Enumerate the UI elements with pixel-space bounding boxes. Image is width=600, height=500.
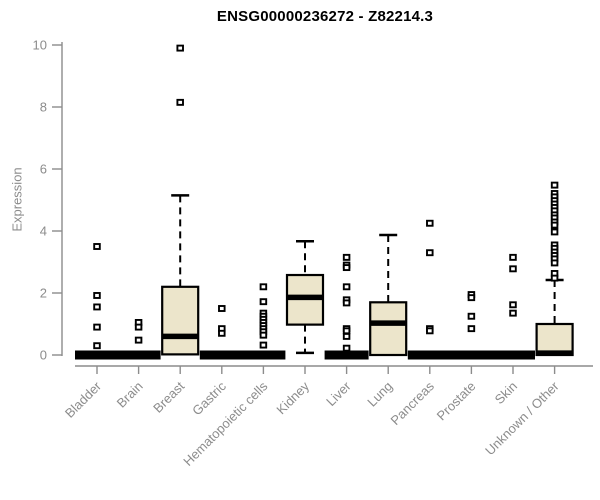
box-bladder [75, 350, 119, 360]
outlier-point-brain [134, 336, 143, 344]
box-unknown-other [535, 322, 574, 357]
x-tick-label-skin: Skin [492, 379, 520, 407]
y-tick-label-4: 4 [40, 224, 47, 239]
outlier-point-bladder [93, 323, 101, 331]
box-skin [491, 350, 535, 360]
box-brain [116, 350, 161, 360]
x-tick-label-prostate: Prostate [434, 379, 479, 424]
outlier-point-gastric [218, 305, 226, 312]
x-tick-label-breast: Breast [150, 378, 187, 415]
outlier-point-liver [342, 344, 351, 352]
chart-title: ENSG00000236272 - Z82214.3 [216, 8, 434, 25]
box-breast [161, 285, 200, 356]
box-hematopoietic-cells [241, 350, 286, 360]
outlier-point-brain [134, 323, 143, 331]
outlier-point-liver [342, 332, 351, 340]
outlier-point-bladder [93, 342, 101, 350]
box-liver [324, 350, 369, 360]
box-lung [369, 301, 408, 357]
outlier-point-prostate [467, 312, 476, 320]
outlier-point-liver [342, 283, 351, 291]
outlier-point-hematopoietic-cells [259, 283, 268, 291]
outlier-point-prostate [467, 294, 476, 302]
y-tick-label-10: 10 [33, 38, 47, 53]
x-tick-label-gastric: Gastric [189, 378, 229, 418]
outlier-point-liver [342, 327, 351, 335]
outlier-point-bladder [93, 243, 101, 250]
outlier-point-skin [509, 265, 517, 273]
box-gastric [199, 350, 244, 360]
outlier-point-liver [342, 299, 351, 307]
y-tick-label-2: 2 [40, 286, 47, 301]
x-tick-label-pancreas: Pancreas [387, 378, 437, 428]
outlier-point-bladder [93, 303, 101, 311]
outlier-point-pancreas [426, 327, 434, 335]
outlier-point-unknown-other [550, 228, 559, 236]
outlier-point-prostate [467, 325, 476, 333]
y-tick-label-0: 0 [40, 348, 47, 363]
x-tick-label-bladder: Bladder [62, 378, 105, 421]
outlier-point-gastric [218, 329, 226, 337]
y-tick-label-6: 6 [40, 162, 47, 177]
y-tick-label-8: 8 [40, 100, 47, 115]
x-tick-label-kidney: Kidney [273, 378, 312, 417]
outlier-point-hematopoietic-cells [259, 331, 268, 339]
outlier-point-breast [176, 98, 184, 106]
outlier-point-unknown-other [550, 221, 559, 229]
outlier-point-unknown-other [550, 274, 559, 282]
outlier-point-breast [176, 44, 184, 52]
outlier-point-skin [509, 309, 517, 317]
outlier-point-pancreas [426, 249, 434, 257]
outlier-point-hematopoietic-cells [259, 298, 268, 306]
outlier-point-skin [509, 301, 517, 309]
outlier-point-unknown-other [550, 181, 559, 189]
outlier-point-bladder [93, 292, 101, 299]
x-tick-label-liver: Liver [323, 378, 354, 409]
outlier-point-hematopoietic-cells [259, 341, 268, 349]
outlier-point-unknown-other [550, 259, 559, 267]
box-prostate [449, 350, 494, 360]
x-tick-label-brain: Brain [114, 379, 146, 411]
outlier-point-liver [342, 264, 351, 272]
outlier-point-pancreas [426, 219, 434, 227]
x-tick-label-lung: Lung [364, 379, 395, 410]
x-tick-label-unknown-other: Unknown / Other [482, 378, 562, 458]
outlier-point-skin [509, 253, 517, 261]
box-pancreas [407, 350, 452, 360]
outlier-point-liver [342, 253, 351, 261]
